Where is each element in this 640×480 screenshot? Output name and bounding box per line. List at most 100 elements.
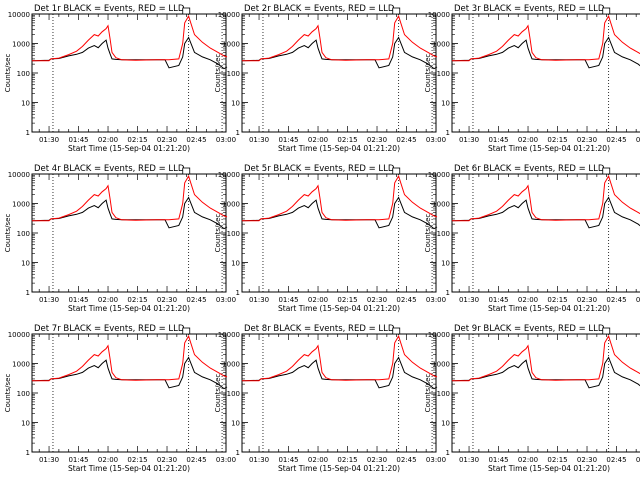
x-tick-label: 03:00 [636, 296, 640, 304]
y-tick-label: 100 [17, 230, 30, 238]
y-tick-label: 100 [437, 390, 450, 398]
panel-title: Det 8r BLACK = Events, RED = LLD [244, 324, 395, 334]
x-tick-label: 03:00 [216, 136, 236, 144]
marker-box [392, 7, 401, 15]
plot-frame [451, 333, 640, 453]
x-tick-label: 01:45 [278, 296, 298, 304]
y-tick-label: 1 [236, 289, 240, 297]
detector-panel: Det 9r BLACK = Events, RED = LLD 1 10 100 10… [424, 324, 640, 473]
panel-title: Det 1r BLACK = Events, RED = LLD [34, 4, 185, 14]
series-line-events [241, 196, 438, 230]
x-axis-label: Start Time (15-Sep-04 01:21:20) [488, 144, 610, 153]
x-axis-label: Start Time (15-Sep-04 01:21:20) [488, 464, 610, 473]
marker-box [182, 327, 191, 335]
x-tick-label: 02:30 [577, 136, 597, 144]
y-tick-label: 10 [21, 100, 30, 108]
x-tick-label: 01:30 [39, 296, 59, 304]
series-line-events [241, 36, 438, 70]
x-tick-label: 01:45 [488, 296, 508, 304]
x-tick-label: 02:00 [518, 136, 538, 144]
y-axis-label: Counts/sec [214, 54, 222, 93]
x-tick-label: 01:30 [249, 456, 269, 464]
marker-box [182, 167, 191, 175]
series-line-events [451, 356, 640, 389]
plot-frame [31, 173, 227, 293]
series-line-events [451, 36, 640, 69]
y-axis-label: Counts/sec [4, 54, 12, 93]
y-tick-label: 10000 [8, 331, 30, 339]
x-tick-label: 01:45 [68, 296, 88, 304]
y-axis-label: Counts/sec [214, 374, 222, 413]
x-tick-label: 02:15 [337, 136, 357, 144]
x-tick-label: 02:00 [308, 136, 328, 144]
x-tick-label: 02:00 [98, 296, 118, 304]
y-tick-label: 1000 [222, 361, 240, 369]
x-axis-label: Start Time (15-Sep-04 01:21:20) [68, 144, 190, 153]
x-tick-label: 01:45 [488, 136, 508, 144]
x-tick-label: 03:00 [426, 136, 446, 144]
panel-title: Det 3r BLACK = Events, RED = LLD [454, 4, 605, 14]
x-tick-label: 02:30 [367, 296, 387, 304]
y-tick-label: 1 [446, 449, 450, 457]
y-tick-label: 1000 [222, 201, 240, 209]
y-tick-label: 1000 [432, 201, 450, 209]
x-tick-label: 02:00 [98, 456, 118, 464]
y-tick-label: 1 [236, 449, 240, 457]
x-tick-label: 01:30 [249, 296, 269, 304]
x-tick-label: 02:00 [518, 296, 538, 304]
x-axis-label: Start Time (15-Sep-04 01:21:20) [278, 144, 400, 153]
x-tick-label: 02:30 [157, 296, 177, 304]
series-line-events [31, 356, 228, 390]
x-axis-label: Start Time (15-Sep-04 01:21:20) [68, 304, 190, 313]
series-line-lld [241, 174, 438, 222]
x-tick-label: 02:45 [186, 296, 206, 304]
x-tick-label: 02:30 [157, 136, 177, 144]
y-tick-label: 10000 [428, 171, 450, 179]
x-tick-label: 01:45 [278, 456, 298, 464]
marker-box [602, 7, 611, 15]
y-tick-label: 10 [231, 420, 240, 428]
plot-frame [31, 13, 227, 133]
y-tick-label: 10 [441, 260, 450, 268]
y-tick-label: 1 [446, 129, 450, 137]
x-tick-label: 03:00 [636, 136, 640, 144]
marker-box [392, 167, 401, 175]
series-line-lld [451, 174, 640, 222]
y-tick-label: 100 [227, 390, 240, 398]
x-tick-label: 03:00 [426, 456, 446, 464]
series-line-events [451, 196, 640, 229]
plot-frame [241, 13, 437, 133]
y-tick-label: 100 [17, 70, 30, 78]
x-tick-label: 01:30 [249, 136, 269, 144]
y-tick-label: 1000 [12, 361, 30, 369]
y-tick-label: 10 [441, 420, 450, 428]
y-tick-label: 10000 [428, 11, 450, 19]
detector-panel: Det 5r BLACK = Events, RED = LLD 1 10 100 10… [214, 164, 446, 313]
y-tick-label: 1000 [432, 361, 450, 369]
y-tick-label: 10 [231, 260, 240, 268]
x-tick-label: 02:45 [396, 136, 416, 144]
panel-title: Det 7r BLACK = Events, RED = LLD [34, 324, 185, 334]
marker-box [392, 327, 401, 335]
x-tick-label: 02:45 [606, 456, 626, 464]
x-tick-label: 03:00 [426, 296, 446, 304]
y-tick-label: 10000 [218, 171, 240, 179]
x-tick-label: 02:15 [127, 136, 147, 144]
x-tick-label: 01:45 [488, 456, 508, 464]
plot-frame [451, 13, 640, 133]
marker-box [182, 7, 191, 15]
panel-title: Det 4r BLACK = Events, RED = LLD [34, 164, 185, 174]
y-axis-label: Counts/sec [424, 214, 432, 253]
detector-panel: Det 8r BLACK = Events, RED = LLD 1 10 100 10… [214, 324, 446, 473]
x-tick-label: 02:15 [337, 456, 357, 464]
x-tick-label: 02:15 [127, 296, 147, 304]
x-tick-label: 01:30 [459, 296, 479, 304]
detector-panel: Det 4r BLACK = Events, RED = LLD 1 10 100 10… [4, 164, 236, 313]
y-tick-label: 10 [231, 100, 240, 108]
x-axis-label: Start Time (15-Sep-04 01:21:20) [488, 304, 610, 313]
x-tick-label: 02:00 [98, 136, 118, 144]
y-tick-label: 1000 [432, 41, 450, 49]
x-tick-label: 01:30 [459, 136, 479, 144]
panel-title: Det 2r BLACK = Events, RED = LLD [244, 4, 395, 14]
x-tick-label: 02:15 [547, 296, 567, 304]
